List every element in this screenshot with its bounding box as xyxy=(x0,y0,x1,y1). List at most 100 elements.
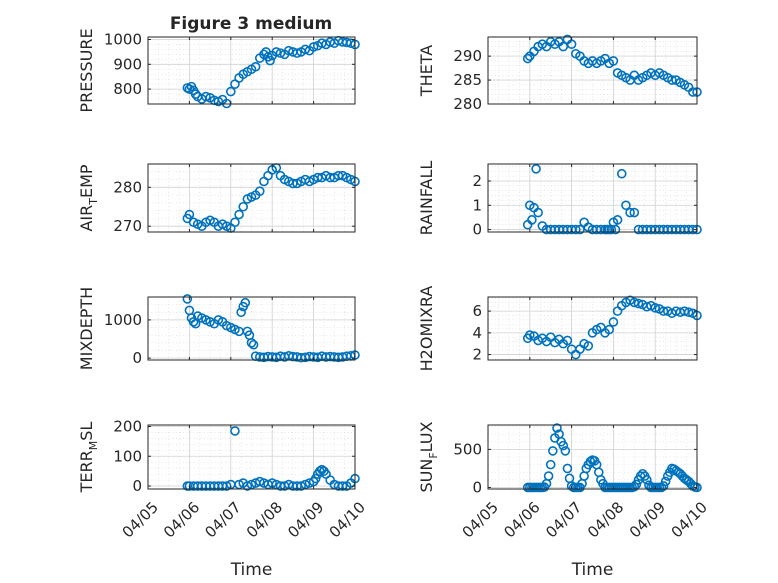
y-tick-label: 2 xyxy=(472,172,482,190)
data-point xyxy=(533,207,543,218)
data-point xyxy=(337,481,348,491)
data-point xyxy=(608,317,619,327)
y-axis-label: THETA xyxy=(417,45,436,97)
subplot-air-temp: 270 280 AIRTEMP xyxy=(77,163,360,235)
figure-title: Figure 3 medium xyxy=(170,14,332,34)
data-point xyxy=(527,215,537,225)
data-point xyxy=(558,440,569,451)
x-tick-label: 04/05 xyxy=(459,498,502,541)
data-point xyxy=(308,42,319,52)
data-point xyxy=(254,476,265,487)
x-tick-label: 04/07 xyxy=(201,498,244,541)
axes-frame xyxy=(487,296,698,361)
data-point xyxy=(265,55,275,66)
data-point xyxy=(552,423,562,433)
data-point xyxy=(236,307,246,318)
data-point xyxy=(547,446,558,456)
y-axis-label: RAINFALL xyxy=(417,161,436,236)
axes-frame xyxy=(487,163,698,233)
data-point xyxy=(683,307,694,318)
data-point xyxy=(667,75,677,85)
y-tick-label: 2 xyxy=(472,346,482,364)
x-tick-label: 04/06 xyxy=(500,498,543,541)
x-tick-label: 04/06 xyxy=(160,498,203,541)
data-point xyxy=(283,45,294,56)
y-axis-label: AIRTEMP xyxy=(77,164,100,231)
data-point xyxy=(250,61,261,72)
data-point xyxy=(560,446,571,456)
data-point xyxy=(545,459,556,470)
axes-frame xyxy=(147,424,356,490)
x-tick-label: 04/05 xyxy=(119,498,162,541)
data-point xyxy=(271,47,282,57)
x-tick-label: 04/08 xyxy=(584,498,627,541)
data-point xyxy=(679,306,690,316)
data-point xyxy=(201,91,211,102)
data-point xyxy=(604,324,615,335)
x-tick-label: 04/08 xyxy=(243,498,286,541)
data-point xyxy=(531,164,541,174)
data-point xyxy=(292,48,302,58)
y-tick-label: 100 xyxy=(113,447,142,465)
x-tick-label: 04/09 xyxy=(626,498,669,541)
data-point xyxy=(524,330,535,340)
y-axis-label: MIXDEPTH xyxy=(77,287,96,370)
subplot-rainfall: 0 1 2 RAINFALL xyxy=(417,161,702,239)
data-point xyxy=(275,48,286,58)
x-axis-label: Time xyxy=(571,560,614,580)
data-point xyxy=(300,44,311,55)
y-tick-label: 900 xyxy=(113,55,142,73)
y-tick-label: 0 xyxy=(472,221,482,239)
y-tick-label: 280 xyxy=(453,95,482,113)
y-axis-label: TERRMSL xyxy=(77,422,100,494)
data-point xyxy=(248,339,259,350)
data-point xyxy=(629,207,640,218)
data-point xyxy=(184,209,195,220)
y-tick-label: 1 xyxy=(472,196,482,214)
y-tick-label: 1000 xyxy=(104,311,142,329)
y-tick-label: 500 xyxy=(453,440,482,458)
data-point xyxy=(242,481,253,491)
data-point xyxy=(629,297,640,308)
axes-frame xyxy=(147,163,356,233)
y-tick-label: 0 xyxy=(132,477,142,495)
x-tick-label: 04/10 xyxy=(326,498,369,541)
data-point xyxy=(610,224,621,235)
data-point xyxy=(558,41,569,52)
data-point xyxy=(608,56,619,66)
axes-frame xyxy=(147,296,356,361)
data-point xyxy=(625,207,635,218)
data-point xyxy=(226,86,236,97)
subplot-h2omixra: 2 4 6 H2OMIXRA xyxy=(417,286,702,371)
data-point xyxy=(304,478,315,488)
data-point xyxy=(238,201,249,212)
data-point xyxy=(631,479,642,490)
y-tick-label: 4 xyxy=(472,324,482,342)
y-tick-label: 0 xyxy=(472,478,482,496)
data-point xyxy=(629,481,640,492)
data-point xyxy=(522,53,533,64)
data-point xyxy=(658,481,669,491)
data-point xyxy=(190,89,201,99)
data-point xyxy=(184,84,195,94)
data-point xyxy=(616,168,627,179)
subplot-terr-msl: 0 100 200 TERRMSL 04/0504/0604/0704/0804/090… xyxy=(77,417,369,580)
data-point xyxy=(650,303,661,313)
data-point xyxy=(642,475,652,485)
data-point xyxy=(658,306,669,316)
data-point xyxy=(543,471,554,481)
data-point xyxy=(562,463,573,474)
data-point xyxy=(230,217,240,228)
data-point xyxy=(310,473,321,484)
axes-frame xyxy=(487,36,698,105)
plot-area xyxy=(487,163,698,233)
data-point xyxy=(246,338,257,348)
data-point xyxy=(633,298,644,309)
subplot-theta: 280 285 290 THETA xyxy=(417,34,702,113)
x-tick-label: 04/10 xyxy=(668,498,711,541)
data-point xyxy=(234,209,244,220)
y-tick-label: 6 xyxy=(472,302,482,320)
x-tick-label: 04/07 xyxy=(542,498,585,541)
